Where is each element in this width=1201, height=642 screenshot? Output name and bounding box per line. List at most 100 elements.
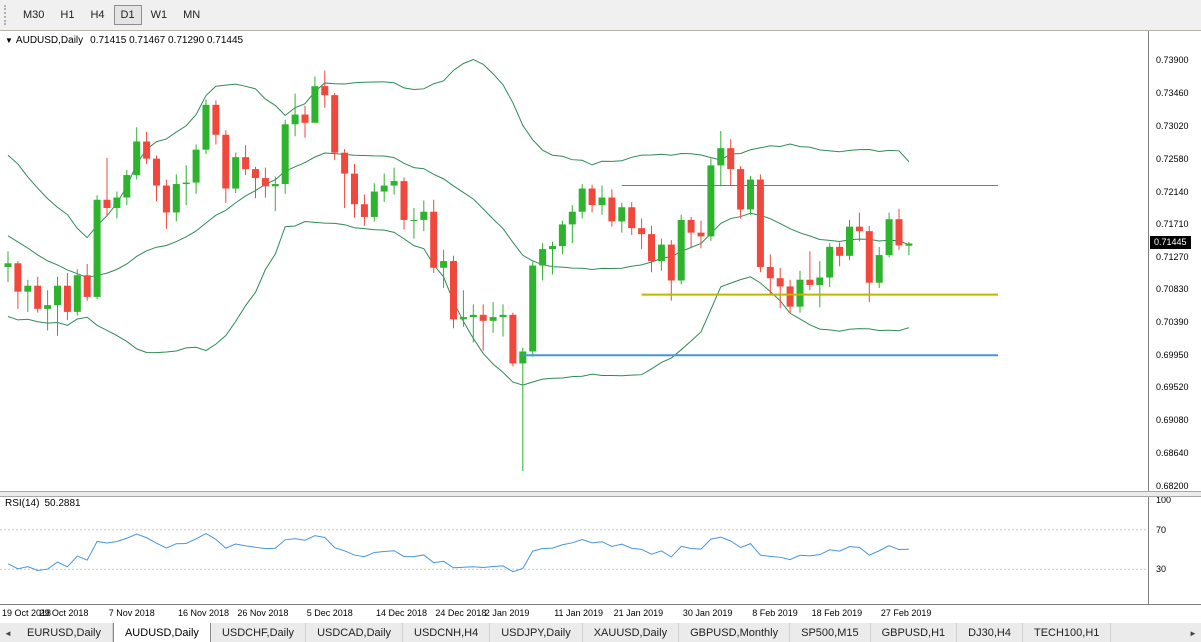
date-axis-label: 5 Dec 2018 — [306, 608, 353, 618]
chart-tab-sp500-m15[interactable]: SP500,M15 — [790, 623, 871, 642]
candle-body — [93, 199, 101, 297]
candle-body — [63, 285, 71, 312]
candle-body — [846, 226, 853, 256]
chart-tab-audusd-daily[interactable]: AUDUSD,Daily — [112, 623, 211, 642]
candle-body — [420, 211, 428, 220]
chart-title-symbol: AUDUSD,Daily — [15, 35, 84, 46]
timeframe-button-m30[interactable]: M30 — [16, 5, 51, 25]
date-axis-label: 24 Dec 2018 — [435, 608, 487, 618]
bollinger-lower-band[interactable] — [7, 220, 910, 386]
bollinger-upper-band[interactable] — [7, 59, 910, 239]
bollinger-middle-band[interactable] — [7, 152, 910, 278]
price-axis-label: 0.70390 — [1156, 317, 1189, 328]
date-axis[interactable]: 19 Oct 2018 29 Oct 2018 7 Nov 2018 16 Nov 2… — [0, 604, 1201, 623]
candle-body — [578, 188, 586, 212]
date-axis-label: 16 Nov 2018 — [178, 608, 230, 618]
candle-body — [519, 351, 527, 364]
chart-tab-xauusd-daily[interactable]: XAUUSD,Daily — [582, 623, 680, 642]
candle-body — [558, 224, 566, 247]
chart-tab-usdjpy-daily[interactable]: USDJPY,Daily — [490, 623, 583, 642]
rsi-label: RSI(14) — [5, 498, 40, 509]
price-axis-label: 0.73020 — [1156, 120, 1189, 131]
candle-body — [776, 278, 784, 287]
date-axis-label: 30 Jan 2019 — [682, 608, 733, 618]
candle-body — [836, 246, 844, 256]
candle-body — [242, 157, 250, 170]
candle-body — [44, 305, 52, 309]
date-axis-label: 14 Dec 2018 — [376, 608, 428, 618]
candle-body — [261, 178, 269, 187]
price-axis-label: 0.71710 — [1156, 218, 1189, 229]
candle-body — [113, 197, 121, 208]
chart-tab-eurusd-daily[interactable]: EURUSD,Daily — [16, 623, 113, 642]
timeframe-toolbar-buttons: M30 H1 H4 D1 W1 MN — [15, 5, 208, 25]
price-axis-label: 0.68200 — [1156, 481, 1189, 491]
candle-body — [499, 314, 507, 318]
main-chart-canvas[interactable] — [0, 31, 1148, 491]
candle-body — [222, 134, 230, 189]
candle-body — [459, 317, 467, 320]
chart-title-ohlc: 0.71415 0.71467 0.71290 0.71445 — [90, 35, 244, 46]
tabs-scroll-right-icon[interactable]: ► — [1185, 623, 1201, 642]
candle-body — [786, 286, 794, 307]
date-axis-label: 2 Jan 2019 — [484, 608, 530, 618]
chart-tab-tech100-h1[interactable]: TECH100,H1 — [1022, 623, 1112, 642]
candle-body — [4, 263, 12, 268]
candle-body — [252, 169, 259, 179]
candle-body — [380, 185, 388, 192]
rsi-title: RSI(14) 50.2881 — [5, 498, 81, 509]
toolbar-grip-icon — [4, 5, 9, 25]
candle-body — [331, 95, 339, 153]
chart-tab-gbpusd-monthly[interactable]: GBPUSD,Monthly — [679, 623, 791, 642]
candle-body — [697, 232, 705, 237]
date-axis-label: 21 Jan 2019 — [613, 608, 664, 618]
candle-body — [598, 197, 606, 205]
timeframe-button-d1[interactable]: D1 — [113, 5, 142, 25]
candle-body — [73, 275, 81, 312]
candle-body — [370, 191, 378, 217]
chart-tab-usdchf-daily[interactable]: USDCHF,Daily — [210, 623, 307, 642]
indicator-panel-divider[interactable] — [0, 491, 1201, 497]
timeframe-button-h4[interactable]: H4 — [83, 5, 111, 25]
collapse-triangle-icon[interactable]: ▼ — [5, 36, 13, 45]
date-axis-label: 29 Oct 2018 — [39, 608, 89, 618]
price-axis-label: 0.69520 — [1156, 382, 1189, 393]
candle-body — [816, 277, 824, 285]
price-axis-label: 0.69080 — [1156, 415, 1189, 426]
candle-body — [677, 219, 685, 281]
date-axis-label: 27 Feb 2019 — [880, 608, 932, 618]
chart-tab-gbpusd-h1[interactable]: GBPUSD,H1 — [870, 623, 958, 642]
candle-body — [489, 317, 497, 321]
candle-body — [351, 173, 358, 205]
rsi-canvas[interactable] — [0, 495, 1148, 604]
date-axis-label: 11 Jan 2019 — [554, 608, 604, 618]
timeframe-button-h1[interactable]: H1 — [53, 5, 81, 25]
timeframe-button-mn[interactable]: MN — [176, 5, 207, 25]
candle-body — [628, 207, 636, 229]
candle-body — [766, 267, 774, 279]
candle-body — [657, 244, 665, 262]
candle-body — [212, 104, 220, 135]
candle-body — [103, 199, 111, 208]
date-axis-label: 26 Nov 2018 — [237, 608, 289, 618]
price-axis[interactable]: 0.71445 0.73900 0.73460 0.73020 0.72580 0.72… — [1148, 31, 1201, 604]
candle-body — [172, 184, 180, 213]
candle-body — [737, 169, 745, 210]
candle-body — [153, 158, 160, 186]
rsi-axis-label: 30 — [1156, 564, 1167, 575]
price-axis-label: 0.68640 — [1156, 448, 1189, 459]
tabs-scroll-left-icon[interactable]: ◄ — [0, 623, 16, 642]
price-axis-label: 0.72140 — [1156, 186, 1189, 197]
chart-tab-usdcad-daily[interactable]: USDCAD,Daily — [306, 623, 404, 642]
candle-body — [865, 231, 873, 283]
candle-body — [529, 265, 537, 352]
chart-tab-dj30-h4[interactable]: DJ30,H4 — [957, 623, 1023, 642]
chart-tab-usdcnh-h4[interactable]: USDCNH,H4 — [403, 623, 491, 642]
candle-body — [34, 285, 42, 309]
candle-body — [24, 285, 32, 292]
candle-body — [182, 182, 190, 185]
timeframe-button-w1[interactable]: W1 — [144, 5, 175, 25]
candle-body — [806, 279, 814, 285]
candlestick-series — [4, 70, 913, 472]
